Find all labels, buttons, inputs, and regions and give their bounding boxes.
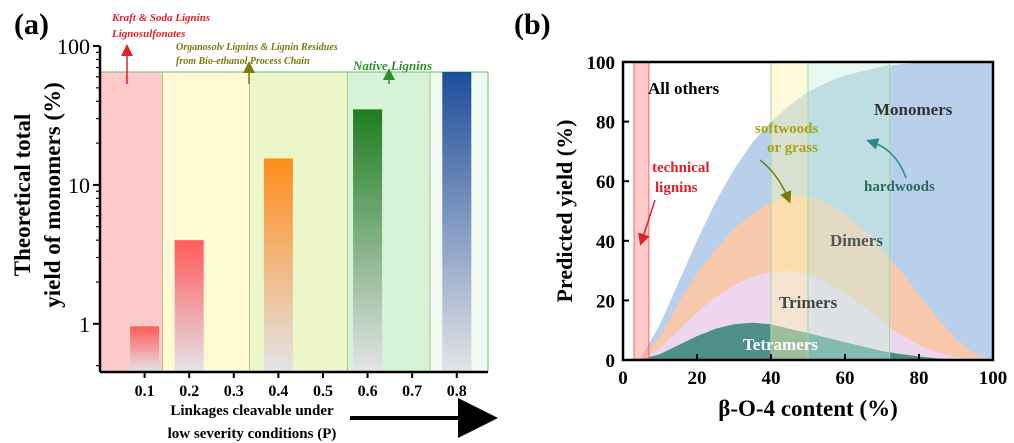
b-label-softwoods-line1: softwoods [755, 121, 819, 137]
b-xtick-label-5: 100 [979, 368, 1008, 389]
b-hardwoods-arrow [866, 138, 907, 179]
a-xtick-label-2: 0.3 [224, 383, 244, 400]
panel-b: (b) 0 20 40 60 80 100 0 20 40 60 80 100 Predicted … [514, 8, 1007, 421]
b-label-trimers: Trimers [779, 293, 838, 312]
b-xtick-label-2: 40 [762, 368, 781, 389]
b-xtick-label-0: 0 [618, 368, 628, 389]
b-ytick-label-2: 40 [596, 232, 615, 253]
a-annot-native: Native Lignins [352, 58, 432, 73]
a-ytick-label-0: 1 [79, 312, 90, 337]
a-xlabel-line1: Linkages cleavable under [170, 403, 334, 419]
a-xtick-label-3: 0.4 [268, 383, 288, 400]
a-ylabel-line2: yield of monomers (%) [40, 82, 65, 308]
b-ylabel: Predicted yield (%) [552, 120, 577, 303]
b-ytick-label-1: 20 [596, 291, 615, 312]
a-xlabel-line2: low severity conditions (P) [168, 426, 337, 442]
a-ylabel-line1: Theoretical total [10, 114, 35, 276]
panel-label-b: (b) [514, 8, 551, 41]
b-label-tetramers: Tetramers [743, 335, 818, 354]
a-xtick-label-1: 0.2 [179, 383, 199, 400]
b-frame [621, 60, 995, 362]
a-xtick-label-5: 0.6 [358, 383, 378, 400]
b-xtick-label-4: 80 [910, 368, 929, 389]
b-label-softwoods-line2: or grass [767, 140, 818, 156]
a-annot-kraft-line2: Lignosulfonates [111, 28, 185, 40]
a-bar-3 [353, 109, 383, 372]
a-bar-1 [174, 240, 204, 372]
b-bands [633, 62, 890, 360]
a-xtick-label-0: 0.1 [135, 383, 155, 400]
a-region-0 [100, 71, 163, 372]
b-softwoods-arrow [759, 159, 792, 204]
b-band-1 [770, 62, 809, 360]
a-xtick-label-7: 0.8 [447, 383, 467, 400]
a-bars [130, 71, 472, 372]
a-y-ticks: 1 10 100 [57, 34, 100, 367]
b-band-0 [633, 62, 650, 360]
a-x-ticks: 0.1 0.2 0.3 0.4 0.5 0.6 0.7 0.8 [135, 372, 467, 400]
b-ytick-label-4: 80 [596, 113, 615, 134]
b-ytick-label-5: 100 [587, 53, 616, 74]
b-y-ticks: 0 20 40 60 80 100 [587, 53, 629, 372]
b-ytick-label-3: 60 [596, 172, 615, 193]
a-xtick-label-4: 0.5 [313, 383, 333, 400]
b-label-dimers: Dimers [830, 231, 883, 250]
a-annot-kraft-line1: Kraft & Soda Lignins [111, 12, 210, 24]
b-label-all-others: All others [648, 79, 720, 98]
panel-a: (a) 1 10 100 0.1 0.2 0.3 0.4 0.5 0.6 0.7 0.8 Theo… [10, 8, 498, 442]
a-annot-organosolv-line1: Organosolv Lignins & Lignin Residues [176, 42, 338, 53]
b-label-hardwoods: hardwoods [864, 179, 935, 195]
a-ytick-label-1: 10 [68, 173, 90, 198]
a-ytick-label-2: 100 [57, 34, 90, 59]
b-band-2 [807, 62, 890, 360]
panel-label-a: (a) [14, 8, 49, 41]
b-label-monomers: Monomers [874, 100, 953, 119]
b-xlabel: β-O-4 content (%) [718, 396, 897, 421]
b-label-technical-line1: technical [652, 160, 710, 176]
a-xtick-label-6: 0.7 [402, 383, 422, 400]
a-annot-organosolv-line2: from Bio-ethanol Process Chain [176, 56, 310, 67]
b-x-ticks: 0 20 40 60 80 100 [618, 354, 1007, 389]
b-technical-arrow [638, 199, 656, 246]
a-bar-4 [442, 71, 472, 372]
b-ytick-label-0: 0 [606, 351, 616, 372]
b-label-technical-line2: lignins [655, 180, 698, 196]
b-xtick-label-3: 60 [836, 368, 855, 389]
b-xtick-label-1: 20 [688, 368, 707, 389]
a-bar-2 [263, 158, 293, 372]
a-bar-0 [130, 326, 160, 372]
